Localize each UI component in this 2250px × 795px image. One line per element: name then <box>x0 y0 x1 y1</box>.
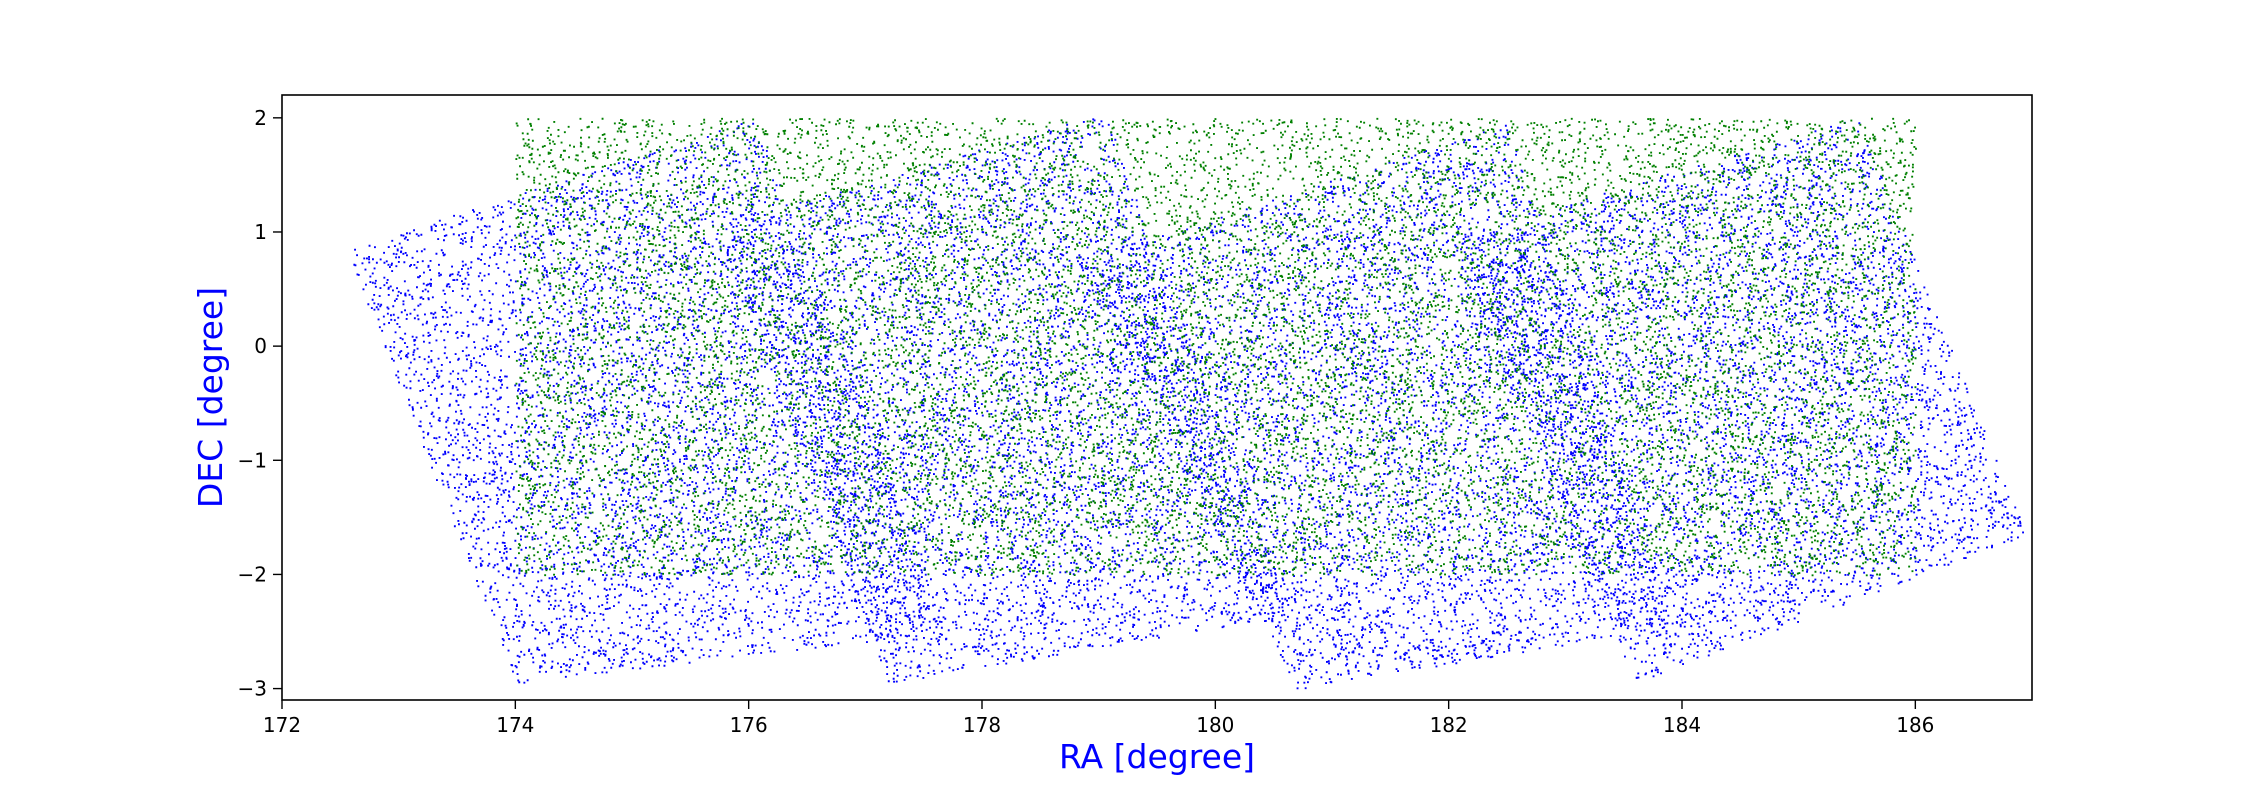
x-tick-label: 180 <box>1196 713 1234 737</box>
x-tick-label: 178 <box>963 713 1001 737</box>
points-layer <box>353 117 2024 690</box>
x-tick-label: 172 <box>263 713 301 737</box>
series-0-markers <box>353 118 2024 690</box>
y-tick-label: −3 <box>238 677 267 701</box>
y-axis-label: DEC [degree] <box>191 287 230 508</box>
x-tick-label: 184 <box>1663 713 1701 737</box>
y-tick-label: 2 <box>254 106 267 130</box>
series-1-markers <box>515 117 1917 577</box>
x-axis-ticks: 172 174 176 178 180 182 184 186 <box>263 700 1934 737</box>
y-tick-label: 0 <box>254 334 267 358</box>
plot-frame <box>281 94 2033 701</box>
y-axis-ticks: −3 −2 −1 0 1 2 <box>238 106 282 701</box>
series-0-points <box>353 118 2024 690</box>
x-tick-label: 182 <box>1430 713 1468 737</box>
x-tick-label: 176 <box>730 713 768 737</box>
x-axis-label: RA [degree] <box>1059 737 1255 776</box>
x-tick-label: 186 <box>1896 713 1934 737</box>
y-tick-label: 1 <box>254 220 267 244</box>
y-tick-label: −1 <box>238 448 267 472</box>
series-1-points <box>515 117 1917 577</box>
y-tick-label: −2 <box>238 562 267 586</box>
x-tick-label: 174 <box>496 713 534 737</box>
